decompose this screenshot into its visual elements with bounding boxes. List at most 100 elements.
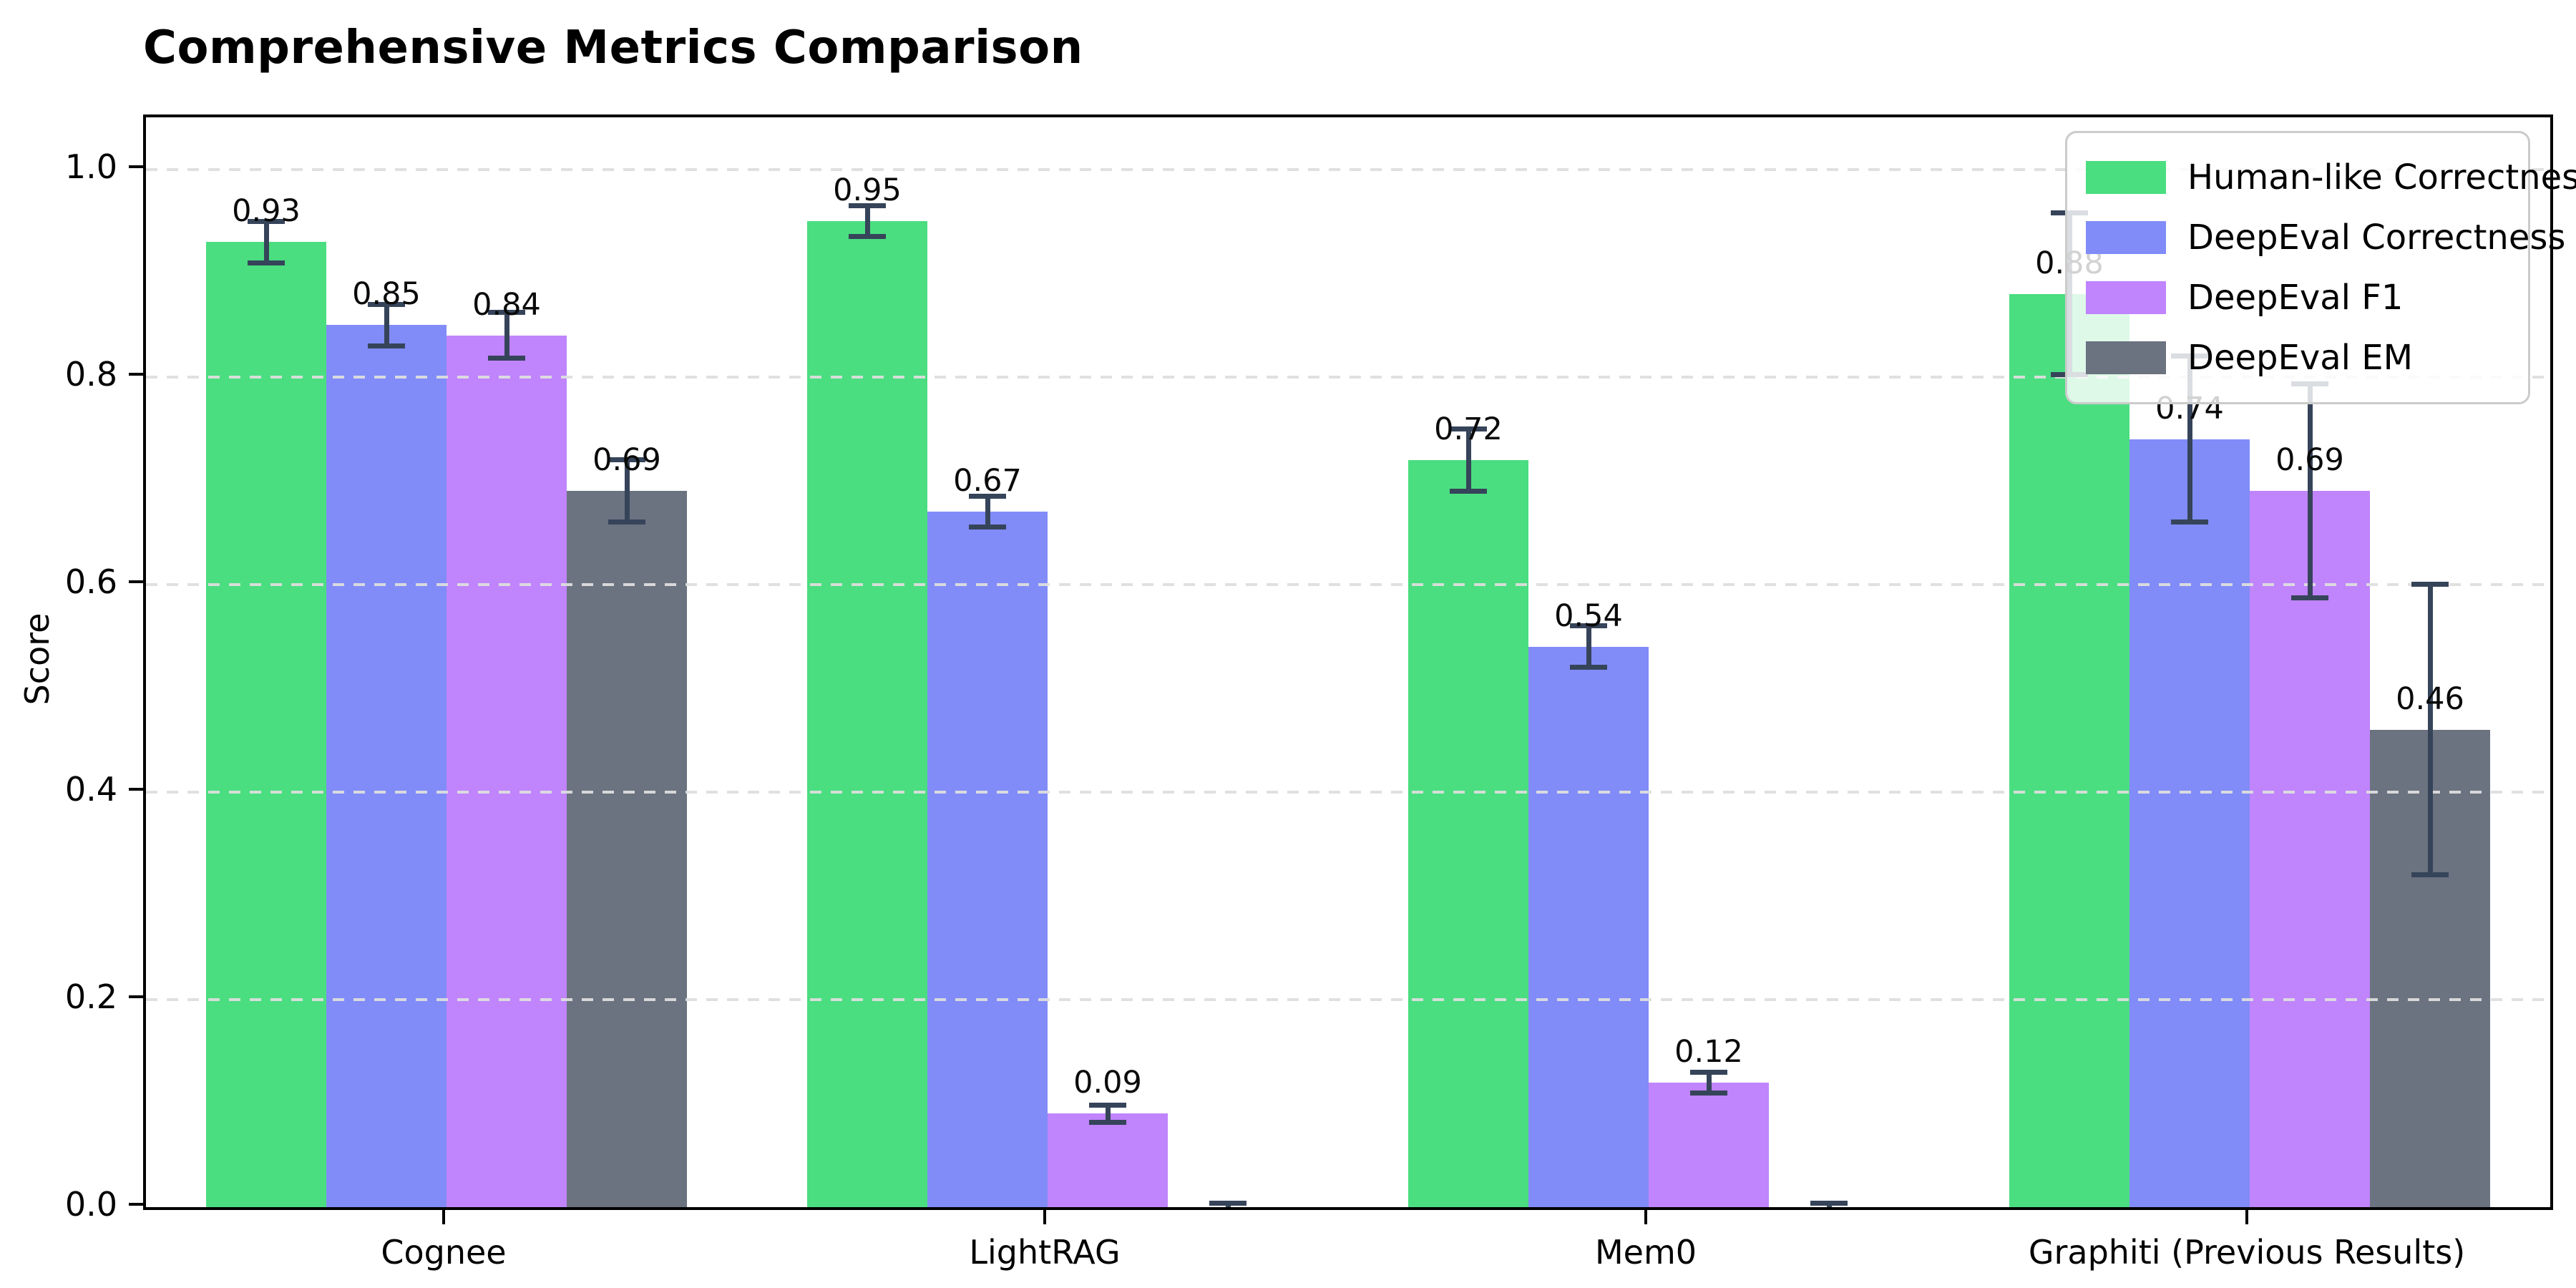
bar	[2129, 439, 2250, 1207]
error-bar-cap	[488, 356, 525, 361]
error-bar	[1105, 1105, 1111, 1123]
error-bar-cap	[2291, 595, 2328, 601]
legend-label: Human-like Correctness	[2187, 157, 2576, 197]
error-bar-cap	[1089, 1103, 1126, 1108]
bar-value-label: 0.67	[953, 463, 1022, 499]
error-bar-cap	[1690, 1069, 1727, 1075]
legend-label: DeepEval Correctness	[2187, 218, 2566, 258]
y-tick-label: 1.0	[64, 147, 117, 186]
y-tick-mark	[129, 787, 143, 791]
legend-entry: DeepEval F1	[2086, 268, 2509, 328]
error-bar-cap	[2411, 582, 2449, 587]
bar	[447, 335, 567, 1207]
error-bar	[624, 459, 630, 522]
y-tick-mark	[129, 1203, 143, 1206]
legend-swatch	[2086, 161, 2166, 194]
error-bar-cap	[368, 343, 405, 348]
error-bar-cap	[488, 310, 525, 316]
bar	[807, 221, 927, 1207]
x-tick-mark	[442, 1210, 445, 1224]
bar-value-label: 0.69	[592, 442, 661, 479]
error-bar-cap	[608, 519, 645, 525]
error-bar	[2307, 384, 2313, 598]
y-tick-label: 0.0	[64, 1185, 117, 1224]
y-axis-label: Score	[18, 613, 57, 706]
error-bar-cap	[1570, 665, 1607, 670]
y-tick-label: 0.2	[64, 977, 117, 1016]
error-bar-cap	[1450, 426, 1487, 431]
bar	[1048, 1113, 1168, 1207]
bar-value-label: 0.46	[2396, 680, 2464, 717]
error-bar-cap	[2411, 872, 2449, 878]
y-tick-label: 0.8	[64, 354, 117, 394]
y-tick-mark	[129, 165, 143, 168]
bar	[326, 325, 447, 1207]
legend-label: DeepEval F1	[2187, 278, 2404, 318]
gridline	[146, 375, 2550, 379]
x-tick-mark	[2245, 1210, 2248, 1224]
error-bar	[985, 496, 990, 527]
bar-value-label: 0.93	[232, 193, 301, 230]
error-bar-cap	[1450, 488, 1487, 494]
error-bar	[2427, 584, 2433, 875]
error-bar-cap	[1810, 1200, 1848, 1206]
bar	[2009, 293, 2129, 1207]
legend-entry: Human-like Correctness	[2086, 147, 2576, 208]
bar	[927, 512, 1048, 1207]
legend-swatch	[2086, 221, 2166, 254]
legend-entry: DeepEval EM	[2086, 328, 2509, 388]
error-bar-cap	[248, 218, 285, 224]
error-bar-cap	[969, 493, 1006, 499]
error-bar-cap	[1209, 1200, 1246, 1206]
x-tick-label: Graphiti (Previous Results)	[2028, 1233, 2466, 1272]
bar-value-label: 0.95	[833, 172, 902, 209]
bar-value-label: 0.09	[1073, 1065, 1142, 1101]
bar	[206, 242, 326, 1207]
x-tick-label: Mem0	[1594, 1233, 1697, 1272]
bar-value-label: 0.12	[1674, 1033, 1743, 1070]
error-bar-cap	[1209, 1209, 1246, 1210]
y-tick-label: 0.6	[64, 562, 117, 601]
y-tick-mark	[129, 995, 143, 998]
error-bar	[1706, 1072, 1712, 1093]
error-bar	[1586, 625, 1591, 668]
x-tick-mark	[1644, 1210, 1647, 1224]
error-bar-cap	[608, 457, 645, 463]
error-bar-cap	[1810, 1209, 1848, 1210]
legend-entry: DeepEval Correctness	[2086, 208, 2565, 268]
error-bar-cap	[2171, 519, 2208, 525]
error-bar	[504, 312, 509, 358]
error-bar	[263, 221, 269, 263]
bar	[567, 491, 687, 1207]
error-bar-cap	[248, 260, 285, 265]
bar	[1649, 1082, 1769, 1207]
bar-value-label: 0.54	[1554, 597, 1623, 634]
legend-label: DeepEval EM	[2187, 338, 2413, 378]
y-tick-mark	[129, 580, 143, 583]
bar	[1528, 646, 1649, 1207]
error-bar-cap	[1089, 1119, 1126, 1125]
error-bar-cap	[849, 234, 886, 240]
gridline	[146, 167, 2550, 171]
bar-value-label: 0.84	[472, 286, 541, 323]
gridline	[146, 997, 2550, 1001]
bar	[2250, 491, 2370, 1207]
bar-value-label: 0.72	[1434, 411, 1503, 447]
y-tick-mark	[129, 372, 143, 376]
bar-value-label: 0.69	[2275, 442, 2344, 479]
error-bar-cap	[1690, 1090, 1727, 1096]
gridline	[146, 582, 2550, 586]
chart-title: Comprehensive Metrics Comparison	[143, 21, 1083, 74]
error-bar	[2187, 356, 2192, 522]
error-bar-cap	[1570, 623, 1607, 629]
legend-swatch	[2086, 341, 2166, 374]
error-bar	[384, 304, 389, 346]
error-bar-cap	[969, 525, 1006, 530]
legend-swatch	[2086, 281, 2166, 314]
error-bar-cap	[849, 203, 886, 208]
error-bar	[1465, 429, 1471, 492]
y-tick-label: 0.4	[64, 769, 117, 809]
error-bar-cap	[368, 301, 405, 307]
bar-value-label: 0.85	[352, 276, 421, 313]
